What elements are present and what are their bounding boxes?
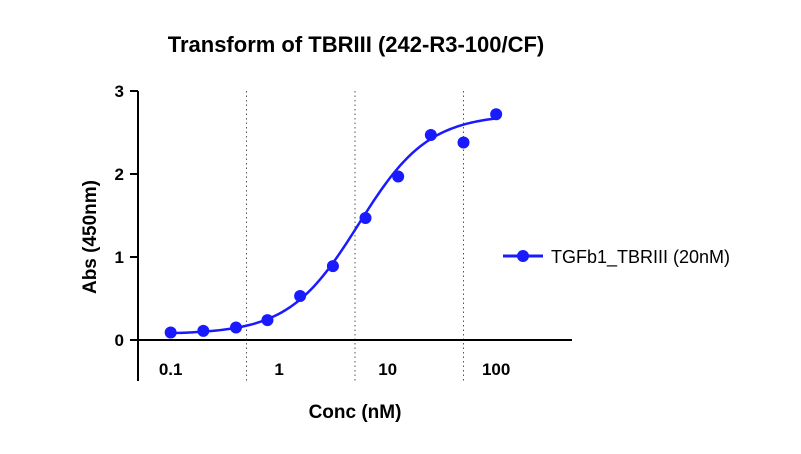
legend-marker-icon (517, 250, 529, 262)
data-point-0-9 (457, 136, 470, 149)
data-point-0-2 (229, 321, 242, 334)
y-axis-label: Abs (450nm) (80, 180, 101, 294)
data-point-0-4 (294, 290, 307, 303)
data-point-0-8 (424, 128, 437, 141)
gridlines (137, 91, 464, 381)
x-tick-label-1: 1 (274, 360, 283, 379)
data-point-0-6 (359, 211, 372, 224)
x-ticks: 0.1 1 10 100 (159, 360, 511, 379)
data-point-0-7 (392, 170, 405, 183)
y-tick-label-1: 1 (115, 248, 124, 267)
x-axis-label: Conc (nM) (309, 402, 402, 423)
data-point-0-10 (490, 108, 503, 121)
y-tick-label-3: 3 (115, 82, 124, 101)
data-point-0-5 (326, 260, 339, 273)
chart-title: Transform of TBRIII (242-R3-100/CF) (168, 32, 545, 57)
x-tick-label-3: 100 (482, 360, 510, 379)
y-tick-label-0: 0 (115, 331, 124, 350)
y-tick-label-2: 2 (115, 165, 124, 184)
x-tick-label-2: 10 (378, 360, 397, 379)
fit-curve-0 (170, 117, 497, 335)
data-point-0-3 (261, 314, 274, 327)
plot-series (164, 108, 503, 339)
legend: TGFb1_TBRIII (20nM) (503, 247, 730, 268)
x-tick-label-0: 0.1 (159, 360, 183, 379)
axes (137, 91, 572, 381)
y-ticks: 0 1 2 3 (115, 82, 138, 350)
legend-label: TGFb1_TBRIII (20nM) (551, 247, 730, 268)
data-point-0-1 (197, 324, 210, 337)
data-point-0-0 (164, 326, 177, 339)
